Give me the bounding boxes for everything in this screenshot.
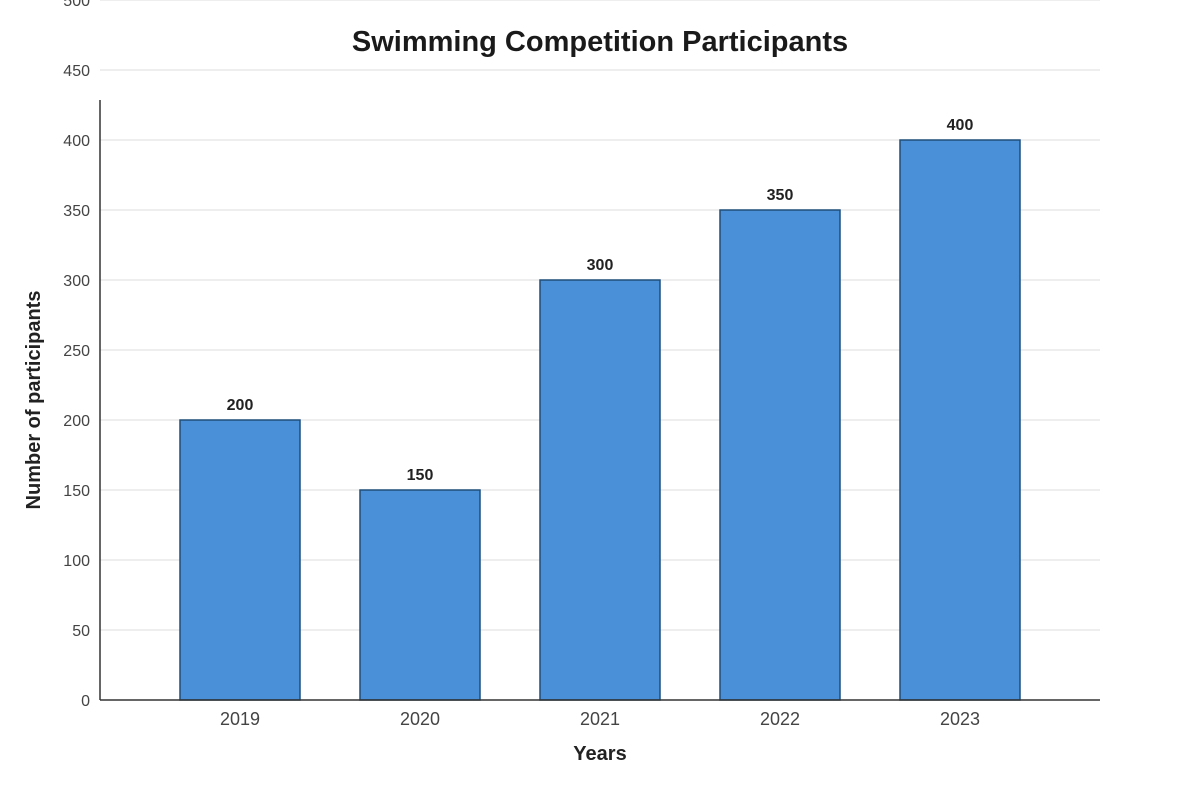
x-tick-label: 2021 bbox=[580, 709, 620, 729]
data-label: 400 bbox=[947, 117, 974, 134]
y-axis-title: Number of participants bbox=[23, 291, 45, 510]
data-label: 300 bbox=[587, 257, 614, 274]
bar bbox=[899, 139, 1021, 701]
y-tick-label: 150 bbox=[63, 483, 90, 500]
y-tick-label: 300 bbox=[63, 273, 90, 290]
x-tick-label: 2019 bbox=[220, 709, 260, 729]
data-labels: 200 150 300 350 400 bbox=[227, 117, 974, 484]
y-tick-label: 400 bbox=[63, 133, 90, 150]
data-label: 350 bbox=[767, 187, 794, 204]
y-tick-label: 50 bbox=[72, 623, 90, 640]
y-tick-label: 450 bbox=[63, 63, 90, 80]
y-tick-label: 250 bbox=[63, 343, 90, 360]
bar bbox=[359, 489, 481, 701]
data-label: 150 bbox=[407, 467, 434, 484]
x-tick-label: 2022 bbox=[760, 709, 800, 729]
x-axis-ticks: 2019 2020 2021 2022 2023 bbox=[220, 709, 980, 729]
bar bbox=[719, 209, 841, 701]
x-tick-label: 2020 bbox=[400, 709, 440, 729]
y-tick-label: 350 bbox=[63, 203, 90, 220]
bar bbox=[179, 419, 301, 701]
bar bbox=[539, 279, 661, 701]
y-axis-ticks: 0 50 100 150 200 250 300 350 400 450 500 bbox=[63, 0, 90, 710]
y-tick-label: 100 bbox=[63, 553, 90, 570]
y-tick-label: 500 bbox=[63, 0, 90, 10]
x-tick-label: 2023 bbox=[940, 709, 980, 729]
y-tick-label: 0 bbox=[81, 693, 90, 710]
data-label: 200 bbox=[227, 397, 254, 414]
y-tick-label: 200 bbox=[63, 413, 90, 430]
x-axis-title: Years bbox=[573, 743, 626, 765]
bars bbox=[179, 139, 1021, 701]
chart-title: Swimming Competition Participants bbox=[352, 26, 848, 58]
